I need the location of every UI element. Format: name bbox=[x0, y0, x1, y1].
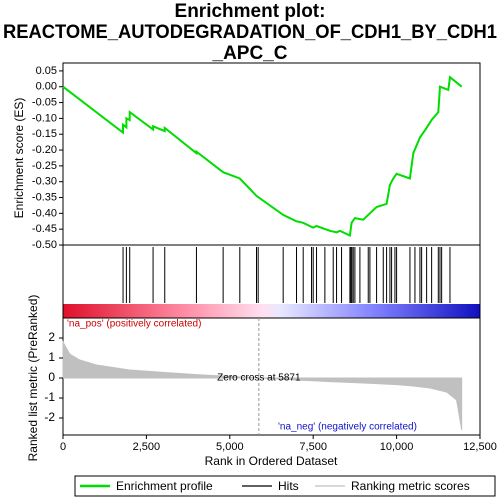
y-axis-label: Ranked list metric (PreRanked) bbox=[26, 295, 40, 462]
y-tick-label: -0.05 bbox=[32, 96, 57, 108]
y-tick-label: -0.15 bbox=[32, 128, 57, 140]
x-axis-label: Rank in Ordered Dataset bbox=[205, 454, 338, 468]
x-tick-label: 2,500 bbox=[133, 441, 161, 453]
top-frame bbox=[62, 62, 481, 319]
y-axis-label: Enrichment score (ES) bbox=[12, 98, 26, 219]
es-curve bbox=[62, 75, 463, 237]
legend-label: Ranking metric scores bbox=[351, 479, 470, 493]
y-tick-label: -0.45 bbox=[32, 223, 57, 235]
color-bar bbox=[63, 304, 480, 318]
legend-label: Hits bbox=[278, 479, 299, 493]
x-tick-label: 5,000 bbox=[216, 441, 244, 453]
y-tick-label: 2 bbox=[48, 330, 55, 344]
y-tick-label: -1 bbox=[44, 390, 55, 404]
y-tick-label: -2 bbox=[44, 410, 55, 424]
annotation: 'na_neg' (negatively correlated) bbox=[278, 422, 417, 433]
y-tick-label: -0.30 bbox=[32, 176, 57, 188]
y-tick-label: 1 bbox=[48, 350, 55, 364]
chart-title: _APC_C bbox=[212, 43, 288, 64]
chart-title: Enrichment plot: bbox=[175, 1, 326, 22]
y-tick-label: -0.50 bbox=[32, 239, 57, 251]
legend-label: Enrichment profile bbox=[116, 479, 213, 493]
y-tick-label: 0 bbox=[48, 370, 55, 384]
x-tick-label: 10,000 bbox=[380, 441, 414, 453]
y-tick-label: 0.00 bbox=[36, 81, 57, 93]
y-tick-label: 0.05 bbox=[36, 65, 57, 77]
annotation: 'na_pos' (positively correlated) bbox=[67, 319, 201, 330]
annotation: Zero cross at 5871 bbox=[217, 373, 301, 384]
y-tick-label: -0.10 bbox=[32, 112, 57, 124]
chart-title: REACTOME_AUTODEGRADATION_OF_CDH1_BY_CDH1 bbox=[3, 22, 497, 43]
legend-box bbox=[74, 475, 496, 497]
y-tick-label: -0.20 bbox=[32, 144, 57, 156]
x-tick-label: 0 bbox=[60, 441, 66, 453]
metric-area bbox=[62, 340, 463, 431]
x-tick-label: 12,500 bbox=[463, 441, 497, 453]
x-tick-label: 7,500 bbox=[299, 441, 327, 453]
y-tick-label: -0.35 bbox=[32, 191, 57, 203]
y-tick-label: -0.40 bbox=[32, 207, 57, 219]
y-tick-label: -0.25 bbox=[32, 160, 57, 172]
